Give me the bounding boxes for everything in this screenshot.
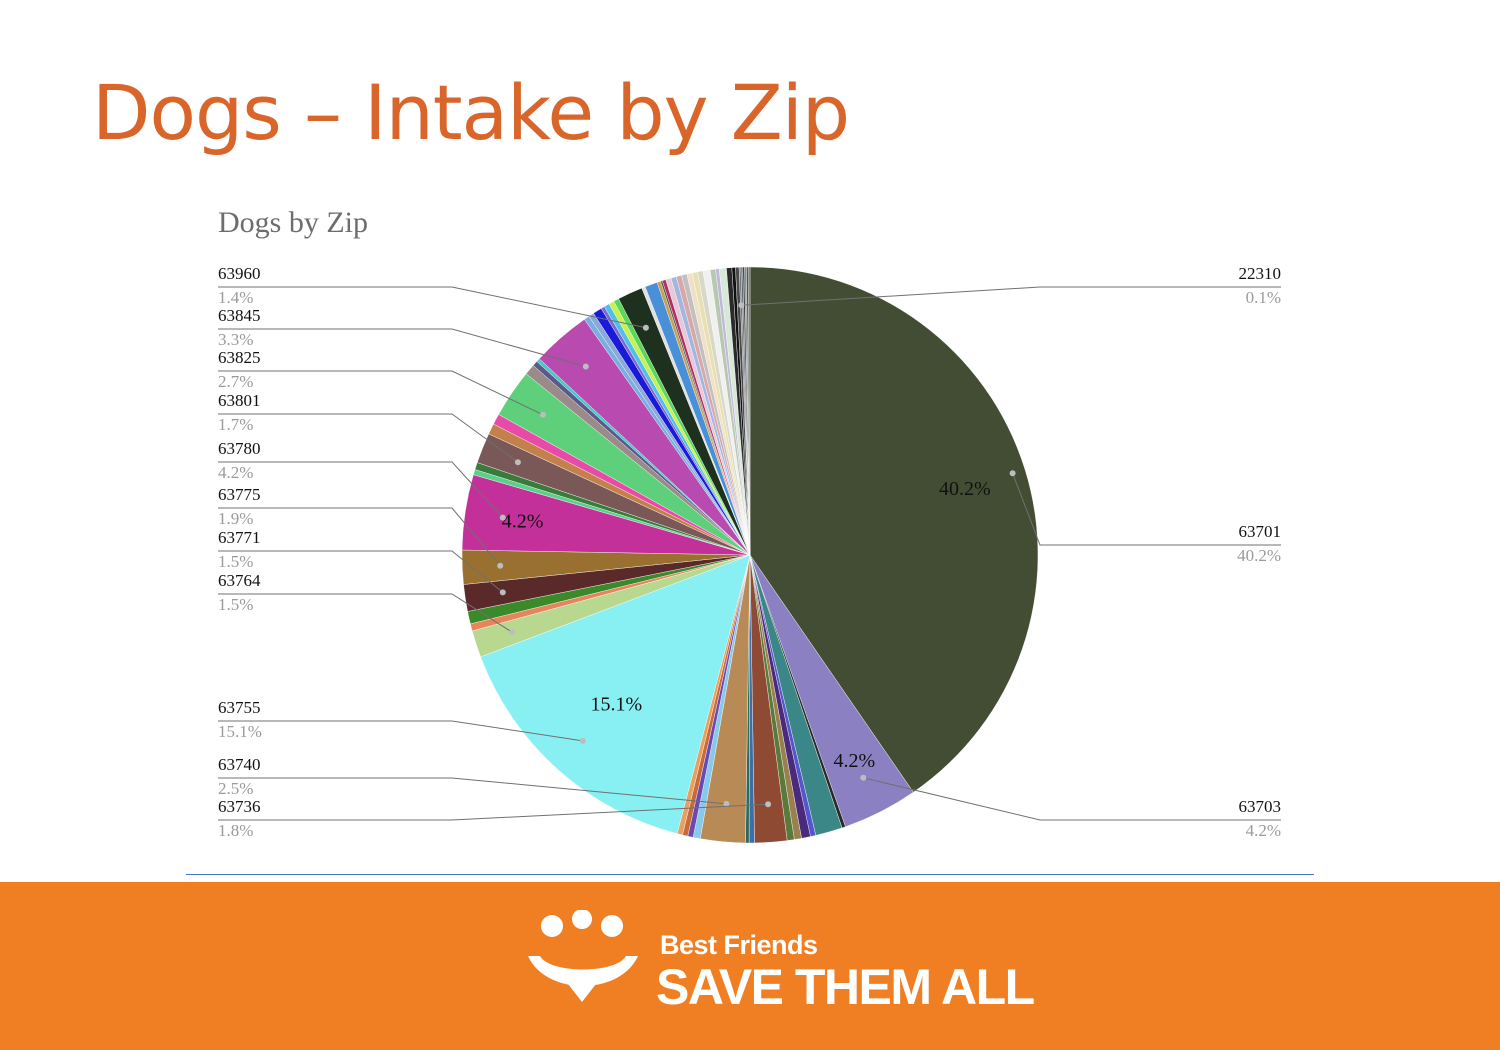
callout-pct-63736: 1.8% <box>218 821 253 840</box>
brand-tagline: SAVE THEM ALL <box>656 959 1035 1015</box>
callout-name-63960: 63960 <box>218 264 261 283</box>
callout-name-63825: 63825 <box>218 348 261 367</box>
pie-slice-63701 <box>749 266 1039 793</box>
callout-leader <box>218 370 544 416</box>
callout-name-63755: 63755 <box>218 698 261 717</box>
callout-leader <box>218 777 727 805</box>
callout-leader <box>218 461 504 518</box>
callout-dot <box>499 514 506 521</box>
callout-dot <box>514 459 521 466</box>
callout-name-63740: 63740 <box>218 755 261 774</box>
callout-dot <box>540 411 546 418</box>
callout-name-63764: 63764 <box>218 571 261 590</box>
callout-dot <box>1009 470 1016 477</box>
slice-label-63780: 4.2% <box>502 511 544 533</box>
callout-leader <box>218 593 513 633</box>
callout-pct-63771: 1.5% <box>218 552 253 571</box>
slice-label-63701: 40.2% <box>939 478 991 500</box>
callout-dot <box>723 800 730 807</box>
callout-pct-63801: 1.7% <box>218 415 253 434</box>
callout-dot <box>579 737 586 744</box>
callout-pct-63825: 2.7% <box>218 372 253 391</box>
slice-label-63755: 15.1% <box>590 694 642 716</box>
callout-pct-22310: 0.1% <box>1246 288 1281 307</box>
callout-pct-63775: 1.9% <box>218 509 253 528</box>
brand-name: Best Friends <box>660 930 818 960</box>
slide-title: Dogs – Intake by Zip <box>92 68 850 157</box>
callout-pct-63701: 40.2% <box>1237 546 1281 565</box>
callout-dot <box>860 774 867 781</box>
callout-leader <box>218 803 769 821</box>
callout-name-63701: 63701 <box>1239 522 1282 541</box>
callout-leader <box>218 507 501 567</box>
callout-name-63845: 63845 <box>218 306 261 325</box>
callout-leader <box>218 286 647 329</box>
callout-pct-63755: 15.1% <box>218 722 262 741</box>
pie-slice <box>747 266 751 556</box>
callout-name-63775: 63775 <box>218 485 261 504</box>
callout-leader <box>218 413 519 463</box>
callout-name-63703: 63703 <box>1239 797 1282 816</box>
chart-title: Dogs by Zip <box>218 206 368 239</box>
callout-leader <box>741 286 1281 306</box>
best-friends-logo <box>528 910 638 1002</box>
callout-pct-63780: 4.2% <box>218 463 253 482</box>
callout-leader <box>1012 473 1281 546</box>
pie-slice-63755 <box>480 554 751 834</box>
callout-dot <box>642 324 649 331</box>
callout-name-63771: 63771 <box>218 528 261 547</box>
callout-pct-63740: 2.5% <box>218 779 253 798</box>
callout-dot <box>582 363 589 370</box>
callout-name-63801: 63801 <box>218 391 261 410</box>
callout-pct-63764: 1.5% <box>218 595 253 614</box>
callout-pct-63703: 4.2% <box>1246 821 1281 840</box>
callout-dot <box>497 562 504 569</box>
callout-leader <box>218 550 504 593</box>
callout-leader <box>218 328 586 367</box>
callout-name-63780: 63780 <box>218 439 261 458</box>
callout-name-63736: 63736 <box>218 797 261 816</box>
callout-leader <box>218 720 583 742</box>
callout-dot <box>509 629 516 636</box>
callout-dot <box>765 801 772 808</box>
callout-pct-63960: 1.4% <box>218 288 253 307</box>
footer-banner: Best Friends SAVE THEM ALL <box>0 882 1500 1050</box>
callout-leader <box>863 777 1281 821</box>
divider-line <box>186 874 1314 875</box>
slice-label-63703: 4.2% <box>833 750 875 772</box>
callout-dot <box>738 302 745 309</box>
callout-pct-63845: 3.3% <box>218 330 253 349</box>
pie-chart-svg: 40.2% 15.1% 4.2% 4.2% 63960 1.4%63845 3.3%6382… <box>218 264 1282 844</box>
callout-dot <box>499 589 506 596</box>
callout-name-22310: 22310 <box>1239 264 1282 283</box>
pie-chart: Dogs by Zip 40.2% 15.1% 4.2% 4.2% 63960 1.4% 6… <box>218 206 1282 844</box>
